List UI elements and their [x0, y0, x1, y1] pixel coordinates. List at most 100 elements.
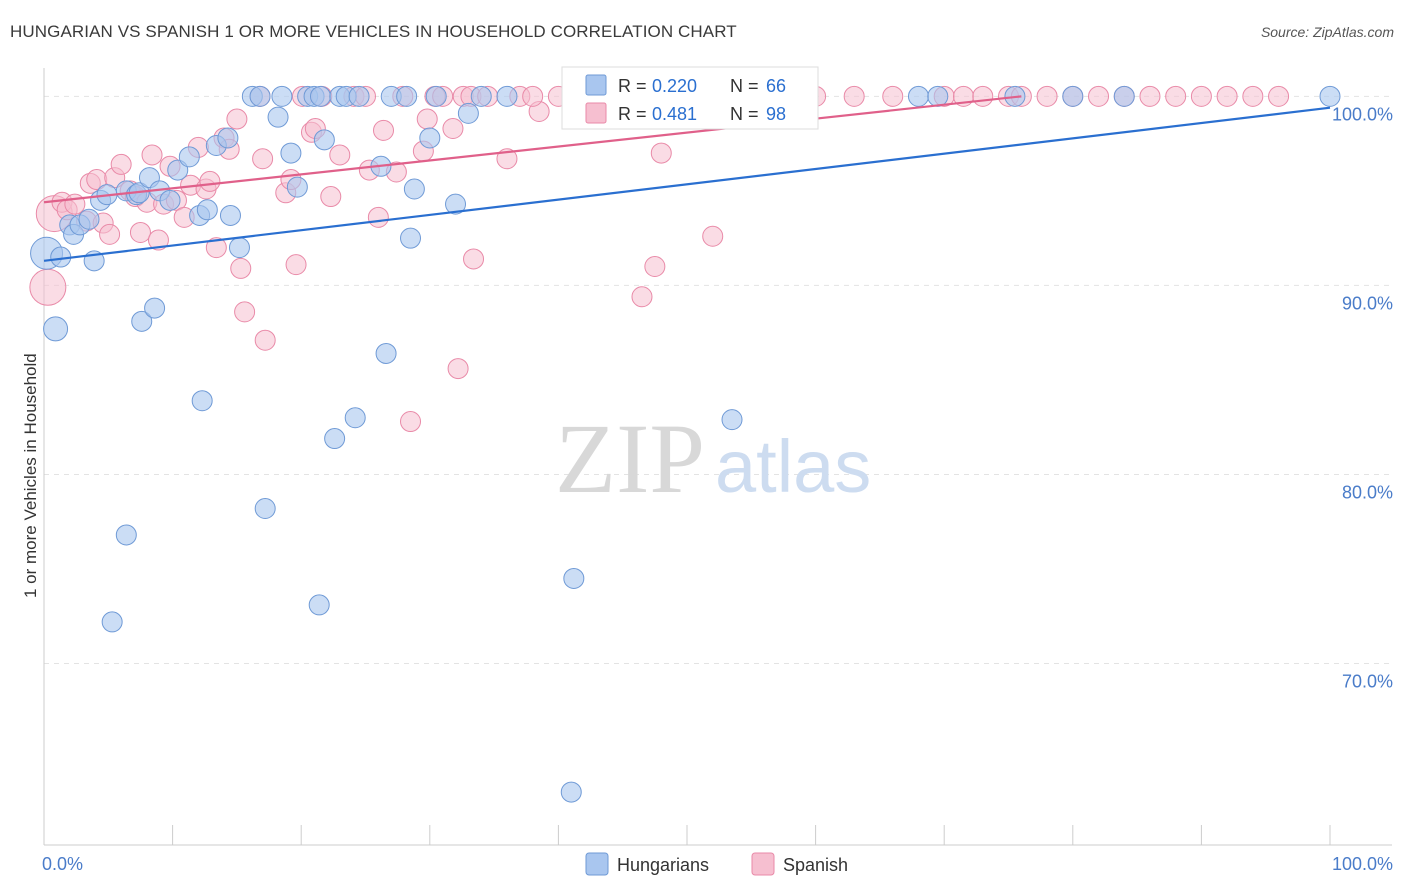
spanish-point-0: [29, 268, 67, 306]
spanish-point-30: [230, 257, 252, 279]
bottom-legend-swatch-hungarians: [585, 852, 609, 876]
hungarian-point-29: [286, 176, 308, 198]
hungarian-point-45: [457, 102, 479, 124]
spanish-point-29: [226, 108, 248, 130]
spanish-point-16: [141, 144, 163, 166]
spanish-point-79: [843, 85, 865, 107]
spanish-point-9: [99, 223, 121, 245]
spanish-point-71: [644, 256, 666, 278]
legend-n-value-spanish: 98: [766, 104, 786, 124]
hungarian-point-26: [267, 106, 289, 128]
y-tick-label-0: 100.0%: [1332, 104, 1393, 124]
hungarian-point-46: [470, 85, 492, 107]
hungarian-point-41: [403, 178, 425, 200]
series-legend: Hungarians Spanish: [585, 852, 848, 876]
hungarian-point-19: [196, 199, 218, 221]
spanish-point-51: [400, 411, 422, 433]
spanish-point-92: [1190, 85, 1212, 107]
hungarian-point-28: [280, 142, 302, 164]
hungarian-point-6: [78, 208, 100, 230]
hungarian-point-59: [344, 407, 366, 429]
spanish-point-70: [631, 286, 653, 308]
hungarian-point-17: [178, 146, 200, 168]
hungarian-point-40: [400, 227, 422, 249]
spanish-point-95: [1268, 85, 1290, 107]
spanish-point-14: [129, 221, 151, 243]
spanish-point-88: [1088, 85, 1110, 107]
hungarian-point-22: [219, 204, 241, 226]
hungarian-point-1: [43, 316, 69, 342]
legend-r-value-spanish: 0.481: [652, 104, 697, 124]
chart-title: HUNGARIAN VS SPANISH 1 OR MORE VEHICLES …: [10, 22, 737, 41]
spanish-point-34: [254, 329, 276, 351]
hungarian-point-57: [191, 390, 213, 412]
spanish-point-83: [972, 85, 994, 107]
spanish-point-48: [373, 119, 395, 141]
spanish-point-33: [252, 148, 274, 170]
y-tick-label-3: 70.0%: [1342, 672, 1393, 692]
spanish-point-96: [522, 85, 544, 107]
spanish-point-72: [650, 142, 672, 164]
spanish-point-62: [496, 148, 518, 170]
hungarian-point-52: [1062, 85, 1084, 107]
hungarian-point-15: [159, 189, 181, 211]
spanish-point-60: [463, 248, 485, 270]
hungarian-point-66: [721, 409, 743, 431]
watermark: ZIP atlas: [555, 403, 871, 514]
hungarian-point-60: [324, 428, 346, 450]
spanish-point-31: [234, 301, 256, 323]
hungarian-point-54: [1319, 85, 1341, 107]
hungarian-point-58: [375, 342, 397, 364]
correlation-legend: R = 0.220 N = 66 R = 0.481 N = 98: [561, 66, 819, 130]
hungarian-point-53: [1113, 85, 1135, 107]
hungarian-point-33: [313, 129, 335, 151]
spanish-point-93: [1216, 85, 1238, 107]
hungarian-point-36: [348, 85, 370, 107]
spanish-point-42: [320, 186, 342, 208]
legend-swatch-spanish: [585, 102, 607, 124]
y-tick-label-1: 90.0%: [1342, 293, 1393, 313]
spanish-point-80: [882, 85, 904, 107]
spanish-point-94: [1242, 85, 1264, 107]
hungarian-point-62: [115, 524, 137, 546]
hungarian-point-49: [907, 85, 929, 107]
hungarian-point-21: [217, 127, 239, 149]
hungarian-point-50: [927, 85, 949, 107]
hungarian-point-42: [419, 127, 441, 149]
watermark-zip: ZIP: [555, 403, 705, 514]
legend-r-label-spanish: R =: [618, 104, 647, 124]
spanish-point-91: [1165, 85, 1187, 107]
hungarian-point-39: [396, 85, 418, 107]
hungarian-point-67: [560, 781, 582, 803]
spanish-point-86: [1036, 85, 1058, 107]
x-tick-label-1: 100.0%: [1332, 854, 1393, 874]
hungarian-point-65: [563, 567, 585, 589]
bottom-legend-label-spanish: Spanish: [783, 855, 848, 875]
spanish-point-53: [416, 108, 438, 130]
legend-n-label-hungarians: N =: [730, 76, 759, 96]
spanish-point-90: [1139, 85, 1161, 107]
hungarian-point-23: [228, 237, 250, 259]
hungarian-point-27: [271, 85, 293, 107]
watermark-atlas: atlas: [715, 425, 871, 508]
hungarian-point-55: [131, 310, 153, 332]
hungarian-point-32: [309, 85, 331, 107]
hungarian-trend-line: [43, 106, 1331, 262]
hungarian-point-43: [425, 85, 447, 107]
spanish-trend-line: [43, 95, 1022, 204]
hungarian-point-25: [249, 85, 271, 107]
spanish-point-26: [205, 237, 227, 259]
x-tick-label-0: 0.0%: [42, 854, 83, 874]
hungarian-point-47: [496, 85, 518, 107]
source-label: Source: ZipAtlas.com: [1260, 24, 1394, 40]
spanish-point-17: [147, 229, 169, 251]
spanish-point-11: [110, 153, 132, 175]
hungarian-point-16: [167, 159, 189, 181]
bottom-legend-label-hungarians: Hungarians: [617, 855, 709, 875]
legend-n-label-spanish: N =: [730, 104, 759, 124]
tick-labels: 100.0% 90.0% 80.0% 70.0% 0.0% 100.0%: [42, 104, 1393, 874]
legend-r-value-hungarians: 0.220: [652, 76, 697, 96]
hungarian-point-44: [445, 193, 467, 215]
y-tick-label-2: 80.0%: [1342, 482, 1393, 502]
